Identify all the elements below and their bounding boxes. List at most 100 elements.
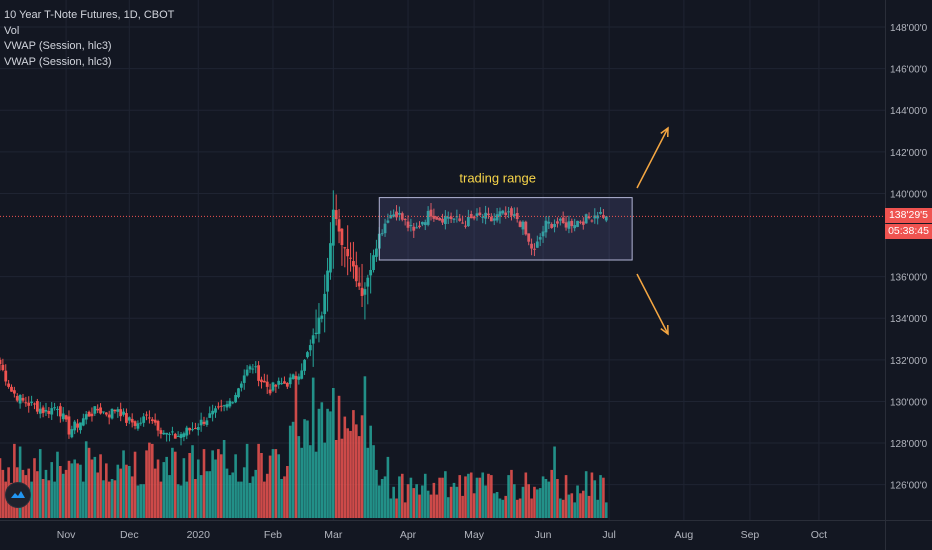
candle-body bbox=[550, 224, 554, 228]
candle-body bbox=[44, 409, 48, 412]
legend-vwap-2[interactable]: VWAP (Session, hlc3) bbox=[4, 55, 112, 68]
volume-bar bbox=[446, 497, 450, 518]
volume-bar bbox=[495, 492, 499, 518]
volume-bar bbox=[377, 485, 381, 518]
time-tick-label: Dec bbox=[120, 529, 139, 541]
volume-bar bbox=[84, 441, 88, 518]
candle-body bbox=[96, 408, 100, 411]
candle-body bbox=[300, 370, 304, 379]
time-tick-label: 2020 bbox=[187, 529, 211, 541]
volume-bar bbox=[107, 481, 111, 518]
candle-body bbox=[426, 210, 430, 225]
candle-body bbox=[510, 208, 513, 216]
volume-bar bbox=[467, 473, 470, 518]
candle-body bbox=[363, 289, 367, 295]
candle-body bbox=[248, 366, 252, 370]
candle-body bbox=[334, 210, 338, 220]
candle-body bbox=[110, 408, 114, 419]
candle-body bbox=[331, 209, 335, 246]
candle-body bbox=[156, 420, 160, 431]
candle-body bbox=[7, 383, 11, 387]
volume-bar bbox=[415, 484, 418, 518]
candle-body bbox=[452, 218, 456, 220]
price-tick-label: 140'00'0 bbox=[890, 189, 928, 200]
volume-bar bbox=[346, 428, 349, 518]
volume-bar bbox=[242, 467, 246, 518]
volume-bar bbox=[360, 415, 364, 518]
volume-bar bbox=[375, 469, 378, 518]
volume-bar bbox=[225, 468, 229, 518]
candle-body bbox=[262, 380, 266, 383]
candle-body bbox=[484, 212, 488, 219]
legend-vwap-1[interactable]: VWAP (Session, hlc3) bbox=[4, 40, 112, 52]
volume-bar bbox=[426, 490, 430, 518]
candle-body bbox=[216, 406, 220, 408]
candle-body bbox=[277, 380, 281, 385]
candle-body bbox=[285, 382, 289, 387]
candle-body bbox=[93, 406, 97, 414]
volume-bar bbox=[263, 481, 266, 518]
volume-bar bbox=[484, 485, 487, 518]
candle-body bbox=[538, 237, 542, 240]
volume-bar bbox=[13, 443, 16, 518]
candle-body bbox=[280, 383, 283, 385]
volume-bar bbox=[475, 477, 479, 518]
volume-bar bbox=[251, 476, 255, 518]
volume-bar bbox=[122, 450, 125, 518]
volume-bar bbox=[513, 484, 516, 518]
candle-body bbox=[142, 416, 146, 423]
volume-bar bbox=[133, 451, 137, 518]
candle-body bbox=[76, 423, 79, 428]
candle-body bbox=[553, 224, 556, 227]
candle-body bbox=[234, 394, 238, 403]
arrow-head bbox=[660, 324, 669, 336]
volume-bar bbox=[576, 485, 579, 518]
candle-body bbox=[145, 414, 148, 416]
candle-body bbox=[579, 221, 582, 223]
candle-body bbox=[308, 345, 312, 351]
volume-bar bbox=[119, 468, 122, 518]
trading-range-label: trading range bbox=[459, 171, 536, 186]
volume-bar bbox=[326, 408, 329, 518]
candle-body bbox=[515, 212, 519, 220]
candle-body bbox=[492, 218, 496, 221]
volume-bar bbox=[156, 459, 160, 518]
volume-bar bbox=[311, 377, 315, 518]
candle-body bbox=[329, 243, 332, 273]
volume-bar bbox=[458, 475, 462, 518]
price-tick-label: 136'00'0 bbox=[890, 273, 928, 284]
candle-body bbox=[159, 430, 163, 434]
candle-body bbox=[438, 217, 442, 221]
legend-title[interactable]: 10 Year T-Note Futures, 1D, CBOT bbox=[4, 9, 175, 21]
time-tick-label: Aug bbox=[675, 529, 694, 541]
volume-bar bbox=[421, 485, 424, 518]
volume-bar bbox=[392, 486, 395, 518]
legend-volume[interactable]: Vol bbox=[4, 24, 20, 37]
candle-body bbox=[535, 241, 539, 248]
candle-body bbox=[518, 221, 522, 227]
volume-bar bbox=[366, 447, 370, 518]
candle-body bbox=[564, 222, 568, 228]
candle-body bbox=[257, 365, 261, 381]
volume-bar bbox=[527, 484, 531, 518]
volume-bar bbox=[237, 481, 240, 518]
volume-bar bbox=[30, 481, 33, 518]
tradingview-logo-icon[interactable] bbox=[5, 482, 31, 508]
volume-bar bbox=[533, 486, 536, 518]
chart-legend: 10 Year T-Note Futures, 1D, CBOT Vol VWA… bbox=[4, 8, 174, 70]
candle-body bbox=[242, 375, 246, 383]
volume-bar bbox=[593, 480, 597, 518]
volume-bar bbox=[191, 445, 194, 518]
volume-bar bbox=[403, 502, 407, 518]
volume-bar bbox=[584, 471, 588, 518]
volume-bar bbox=[196, 459, 200, 518]
candle-body bbox=[294, 375, 298, 379]
candle-body bbox=[228, 400, 232, 407]
volume-bar bbox=[487, 473, 490, 518]
volume-bar bbox=[547, 481, 551, 518]
candle-body bbox=[354, 265, 358, 282]
candle-body bbox=[136, 423, 140, 429]
candle-body bbox=[271, 382, 275, 391]
volume-bar bbox=[602, 477, 605, 518]
